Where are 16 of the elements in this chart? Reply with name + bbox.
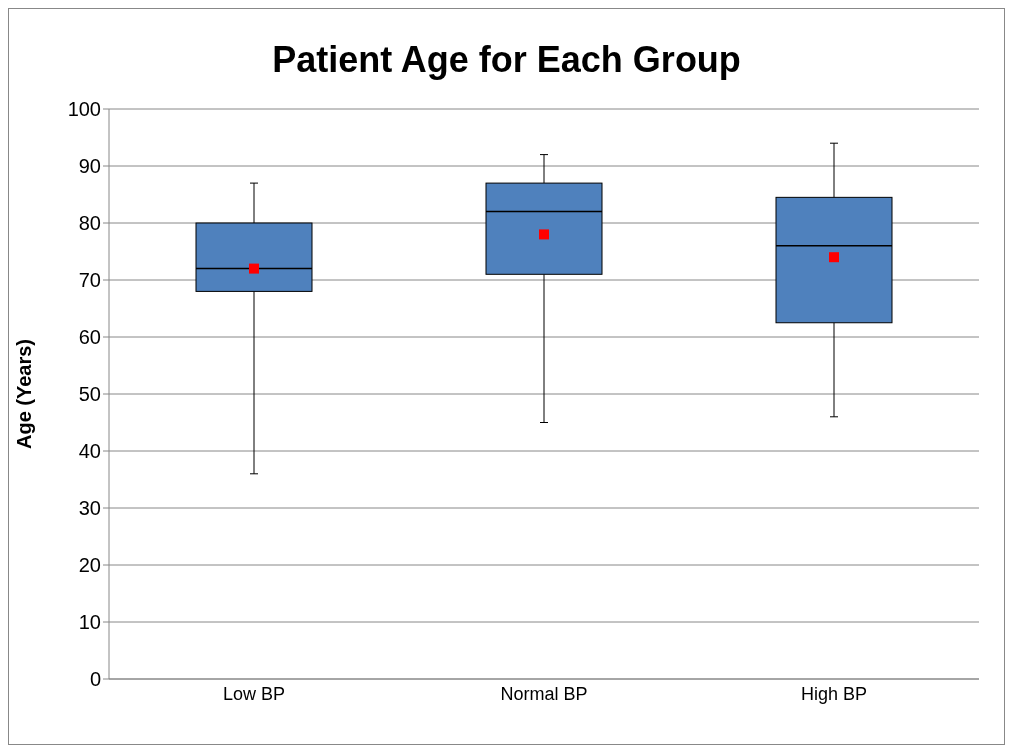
y-tick-label: 50 [78,383,101,406]
x-tick-label: Normal BP [500,683,588,704]
y-tick-label: 80 [78,212,101,235]
y-tick-label: 10 [78,611,101,634]
x-tick-label: High BP [800,683,868,704]
y-tick-label: 90 [78,155,101,178]
y-tick-label: 30 [78,497,101,520]
x-tick-label: Low BP [222,683,286,704]
chart-title: Patient Age for Each Group [271,39,742,82]
y-tick-label: 70 [78,269,101,292]
y-tick-label: 60 [78,326,101,349]
y-tick-label: 40 [78,440,101,463]
y-axis-title: Age (Years) [13,338,36,450]
y-tick-label: 100 [67,98,101,121]
y-tick-label: 0 [89,668,101,691]
y-tick-label: 20 [78,554,101,577]
